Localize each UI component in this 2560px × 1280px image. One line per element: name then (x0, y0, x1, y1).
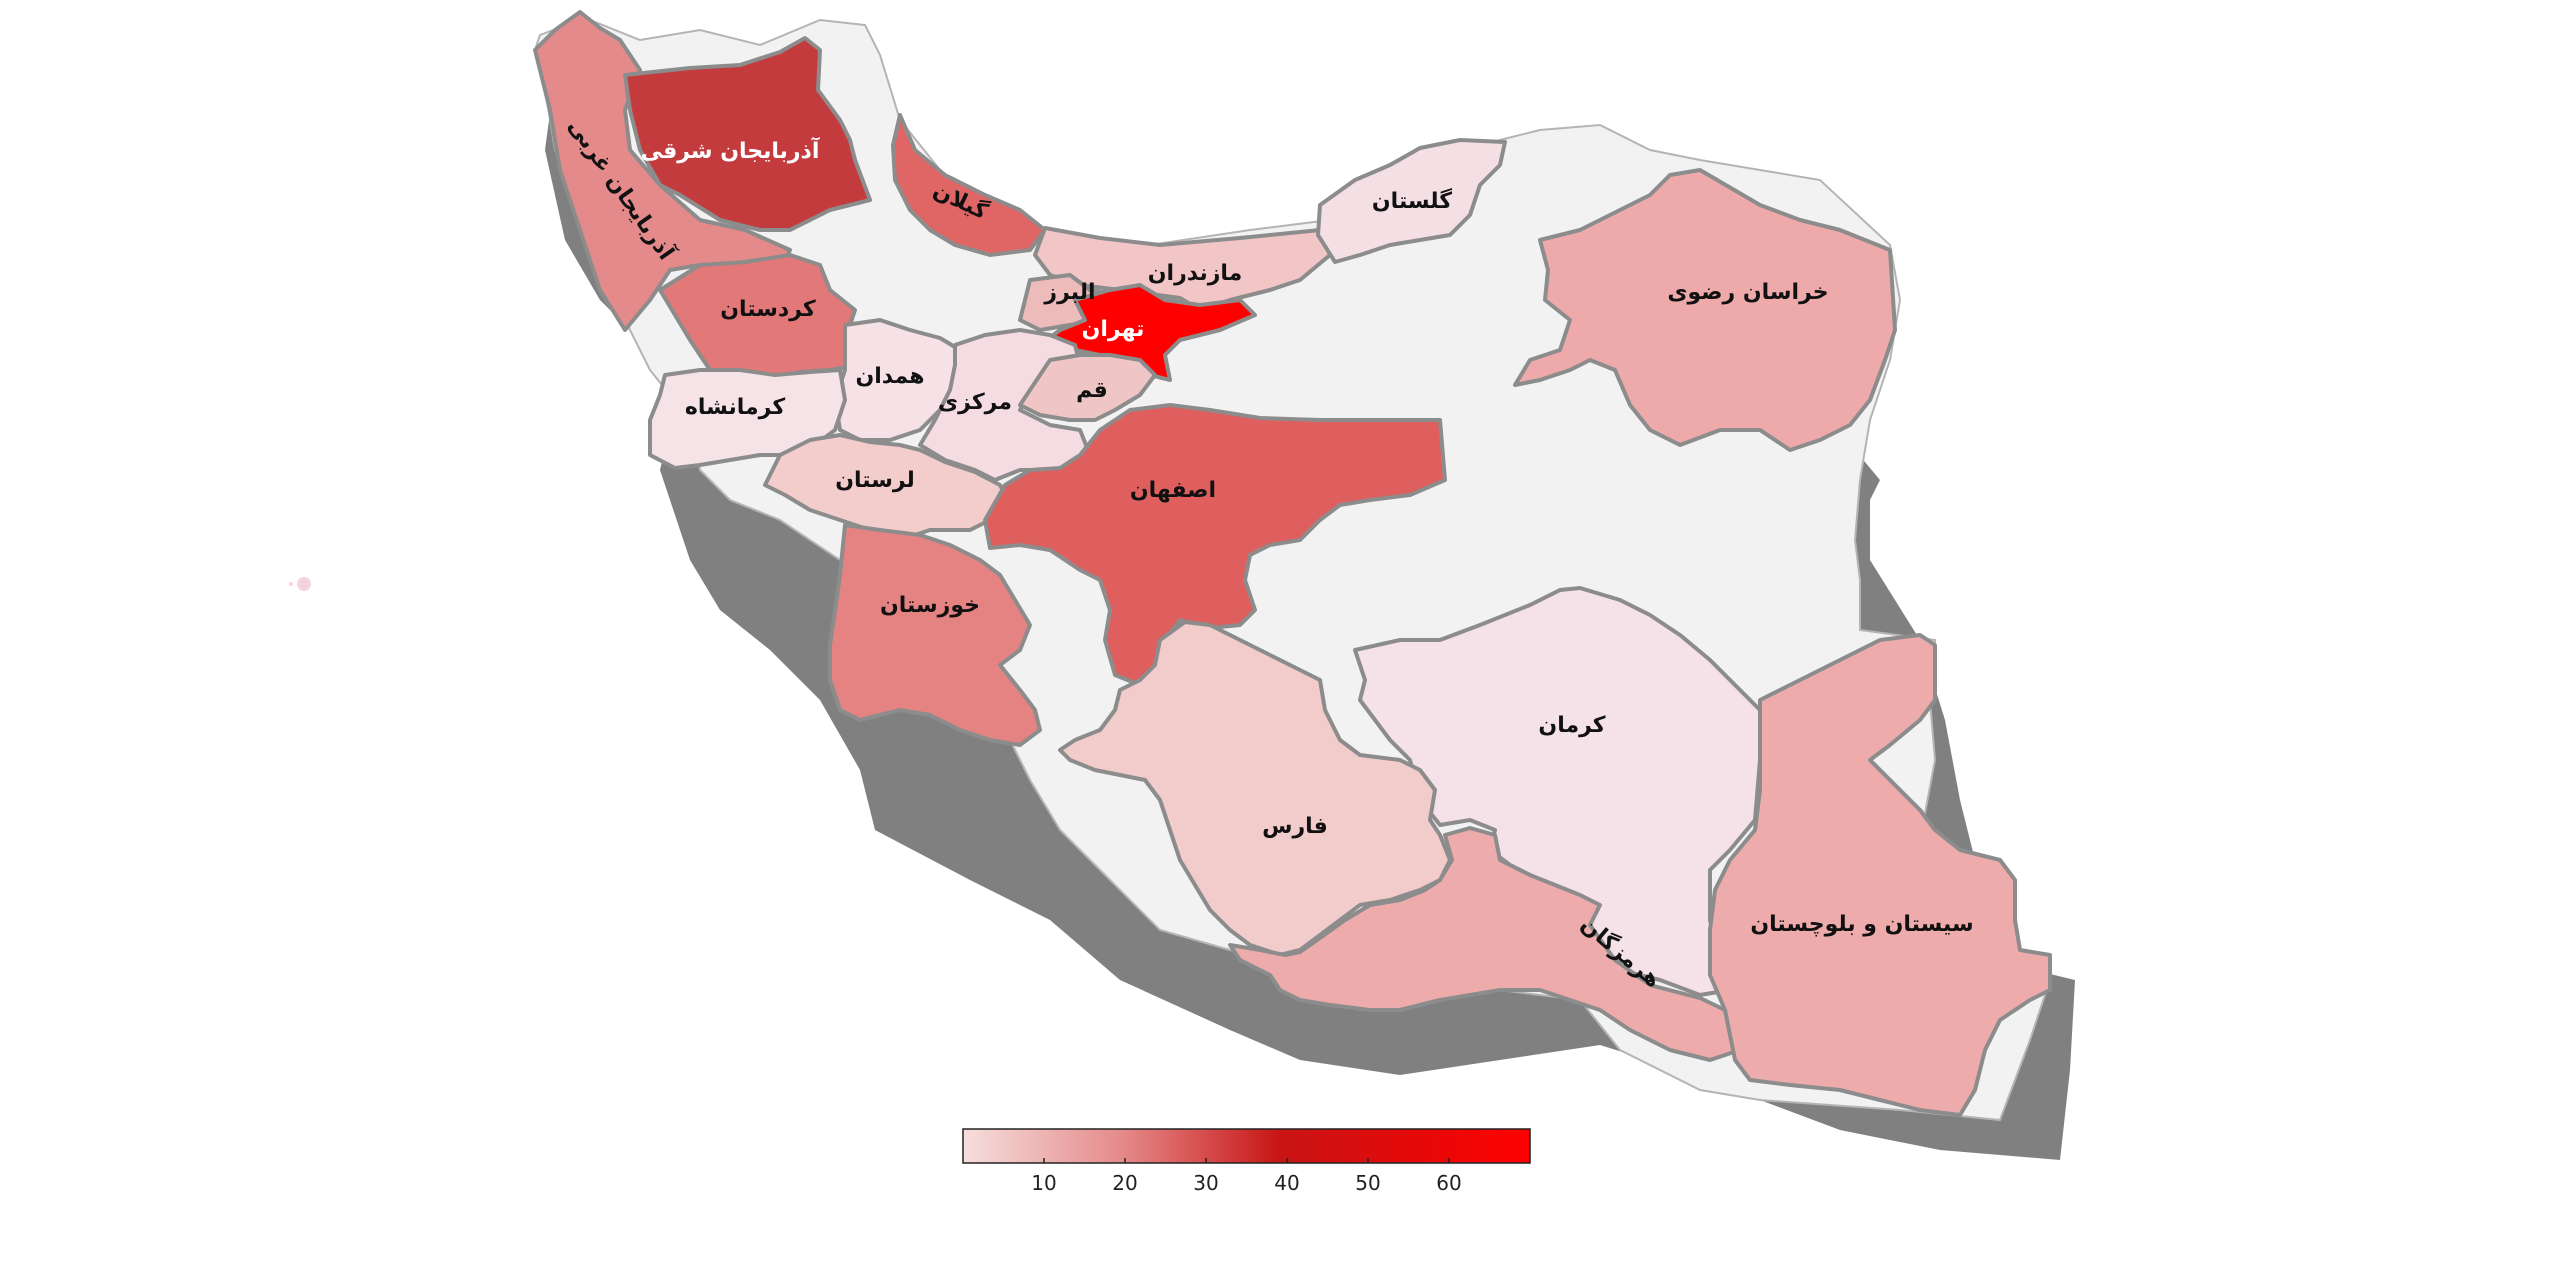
colorbar-tick-label: 60 (1436, 1171, 1461, 1195)
label-kordestan: کردستان (720, 297, 816, 322)
colorbar-ticks: 10 20 30 40 50 60 (1031, 1158, 1462, 1195)
label-alborz: البرز (1043, 280, 1095, 305)
label-hamedan: همدان (855, 364, 924, 389)
label-kermanshah: کرمانشاه (685, 395, 785, 420)
label-esfahan: اصفهان (1130, 478, 1216, 503)
label-sistan-baluchestan: سیستان و بلوچستان (1750, 912, 1973, 937)
legend-dot-small (289, 582, 293, 586)
label-golestan: گلستان (1372, 187, 1452, 214)
province-fars[interactable] (1058, 620, 1452, 957)
province-gilan[interactable] (891, 113, 1047, 257)
province-esfahan[interactable] (983, 403, 1447, 687)
label-fars: فارس (1262, 814, 1328, 839)
legend-dot (297, 577, 311, 591)
label-qom: قم (1076, 378, 1108, 403)
colorbar: 10 20 30 40 50 60 (962, 1128, 1531, 1195)
label-mazandaran: مازندران (1148, 261, 1243, 286)
colorbar-tick-label: 20 (1112, 1171, 1137, 1195)
label-kerman: کرمان (1538, 713, 1605, 738)
province-azarbaijan-sharghi[interactable] (623, 36, 872, 232)
label-tehran: تهران (1082, 317, 1145, 342)
province-khuzestan[interactable] (828, 523, 1042, 747)
label-markazi: مرکزی (938, 390, 1012, 415)
colorbar-tick-label: 10 (1031, 1171, 1056, 1195)
province-sistan-baluchestan[interactable] (1708, 633, 2052, 1117)
label-lorestan: لرستان (835, 468, 915, 493)
colorbar-gradient (962, 1128, 1531, 1164)
province-khorasan-razavi[interactable] (1513, 168, 1897, 452)
label-khorasan-razavi: خراسان رضوی (1667, 280, 1828, 305)
province-golestan[interactable] (1316, 138, 1507, 264)
colorbar-tick-label: 30 (1193, 1171, 1218, 1195)
label-azarbaijan-sharghi: آذربایجان شرقی (641, 136, 820, 164)
colorbar-tick-label: 50 (1355, 1171, 1380, 1195)
province-hormozgan[interactable] (1228, 826, 1742, 1062)
colorbar-tick-label: 40 (1274, 1171, 1299, 1195)
provinces (533, 10, 2052, 1117)
label-khuzestan: خوزستان (880, 593, 980, 618)
province-qom[interactable] (1018, 353, 1157, 422)
